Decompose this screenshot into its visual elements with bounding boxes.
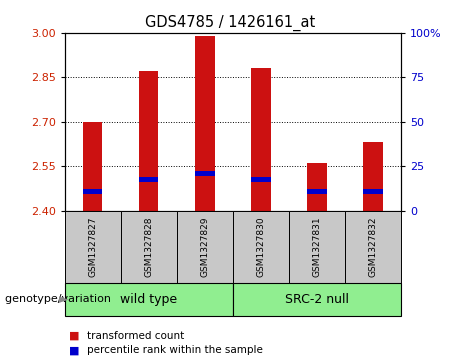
Text: GSM1327829: GSM1327829 (200, 217, 209, 277)
Bar (363, 142, 383, 211)
Bar (195, 171, 214, 176)
Text: GSM1327832: GSM1327832 (368, 217, 378, 277)
Bar (139, 177, 159, 182)
Bar (251, 68, 271, 211)
Bar (307, 189, 327, 194)
FancyBboxPatch shape (233, 283, 401, 316)
Text: ■: ■ (69, 345, 83, 355)
Bar (251, 177, 271, 182)
Text: SRC-2 null: SRC-2 null (285, 293, 349, 306)
Bar (83, 122, 102, 211)
Text: ►: ► (59, 293, 69, 306)
Text: GSM1327830: GSM1327830 (256, 216, 266, 277)
FancyBboxPatch shape (345, 211, 401, 283)
FancyBboxPatch shape (177, 211, 233, 283)
Text: genotype/variation: genotype/variation (5, 294, 114, 305)
Text: GSM1327827: GSM1327827 (88, 217, 97, 277)
Text: wild type: wild type (120, 293, 177, 306)
Text: GDS4785 / 1426161_at: GDS4785 / 1426161_at (145, 15, 316, 31)
Bar (83, 189, 102, 194)
Text: transformed count: transformed count (87, 331, 184, 341)
FancyBboxPatch shape (65, 211, 121, 283)
FancyBboxPatch shape (289, 211, 345, 283)
FancyBboxPatch shape (233, 211, 289, 283)
Bar (195, 36, 214, 211)
Bar (363, 189, 383, 194)
Text: ■: ■ (69, 331, 83, 341)
Text: GSM1327828: GSM1327828 (144, 217, 153, 277)
FancyBboxPatch shape (65, 283, 233, 316)
Text: percentile rank within the sample: percentile rank within the sample (87, 345, 263, 355)
Bar (307, 163, 327, 211)
Text: GSM1327831: GSM1327831 (313, 216, 321, 277)
FancyBboxPatch shape (121, 211, 177, 283)
Bar (139, 71, 159, 211)
